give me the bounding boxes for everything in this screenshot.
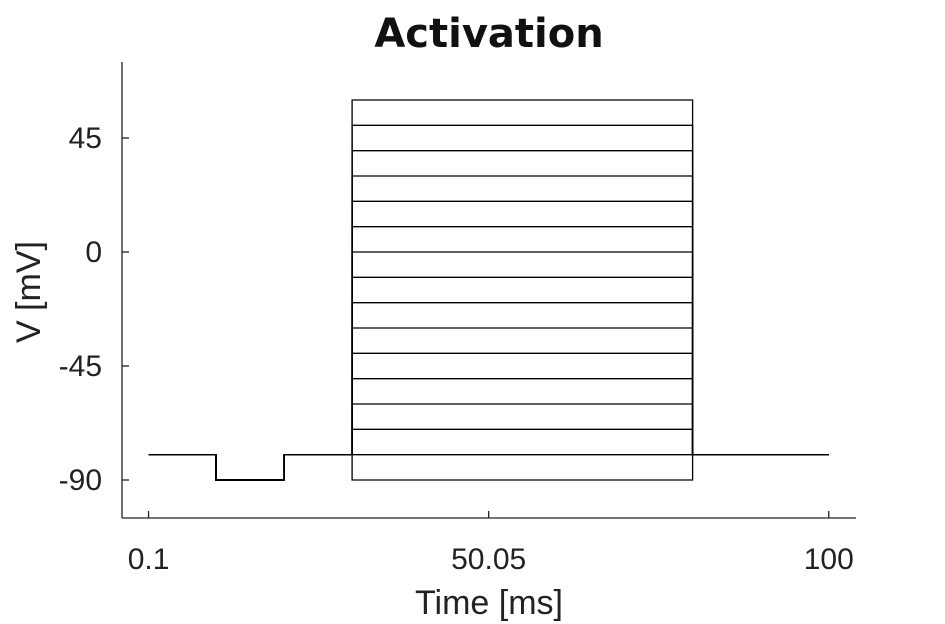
voltage-trace [148, 352, 829, 481]
voltage-traces [148, 99, 829, 481]
y-tick-label: -90 [59, 464, 102, 497]
voltage-trace [148, 403, 829, 481]
chart-title: Activation [374, 11, 603, 57]
voltage-trace [148, 454, 829, 481]
voltage-trace [148, 150, 829, 481]
y-ticks: -90 -45 0 45 [59, 122, 129, 497]
x-ticks: 0.1 50.05 100 [128, 511, 854, 576]
y-tick-label: 0 [85, 236, 102, 269]
voltage-trace [148, 302, 829, 481]
y-tick-label: -45 [59, 350, 102, 383]
x-axis-label: Time [ms] [415, 584, 563, 622]
x-tick-label: 0.1 [128, 543, 170, 576]
voltage-trace [148, 454, 829, 481]
x-tick-label: 100 [804, 543, 854, 576]
y-axis-label: V [mV] [10, 241, 48, 343]
x-tick-label: 50.05 [451, 543, 526, 576]
y-tick-label: 45 [69, 122, 102, 155]
voltage-trace [148, 99, 829, 481]
voltage-trace [148, 251, 829, 481]
voltage-trace [148, 200, 829, 481]
